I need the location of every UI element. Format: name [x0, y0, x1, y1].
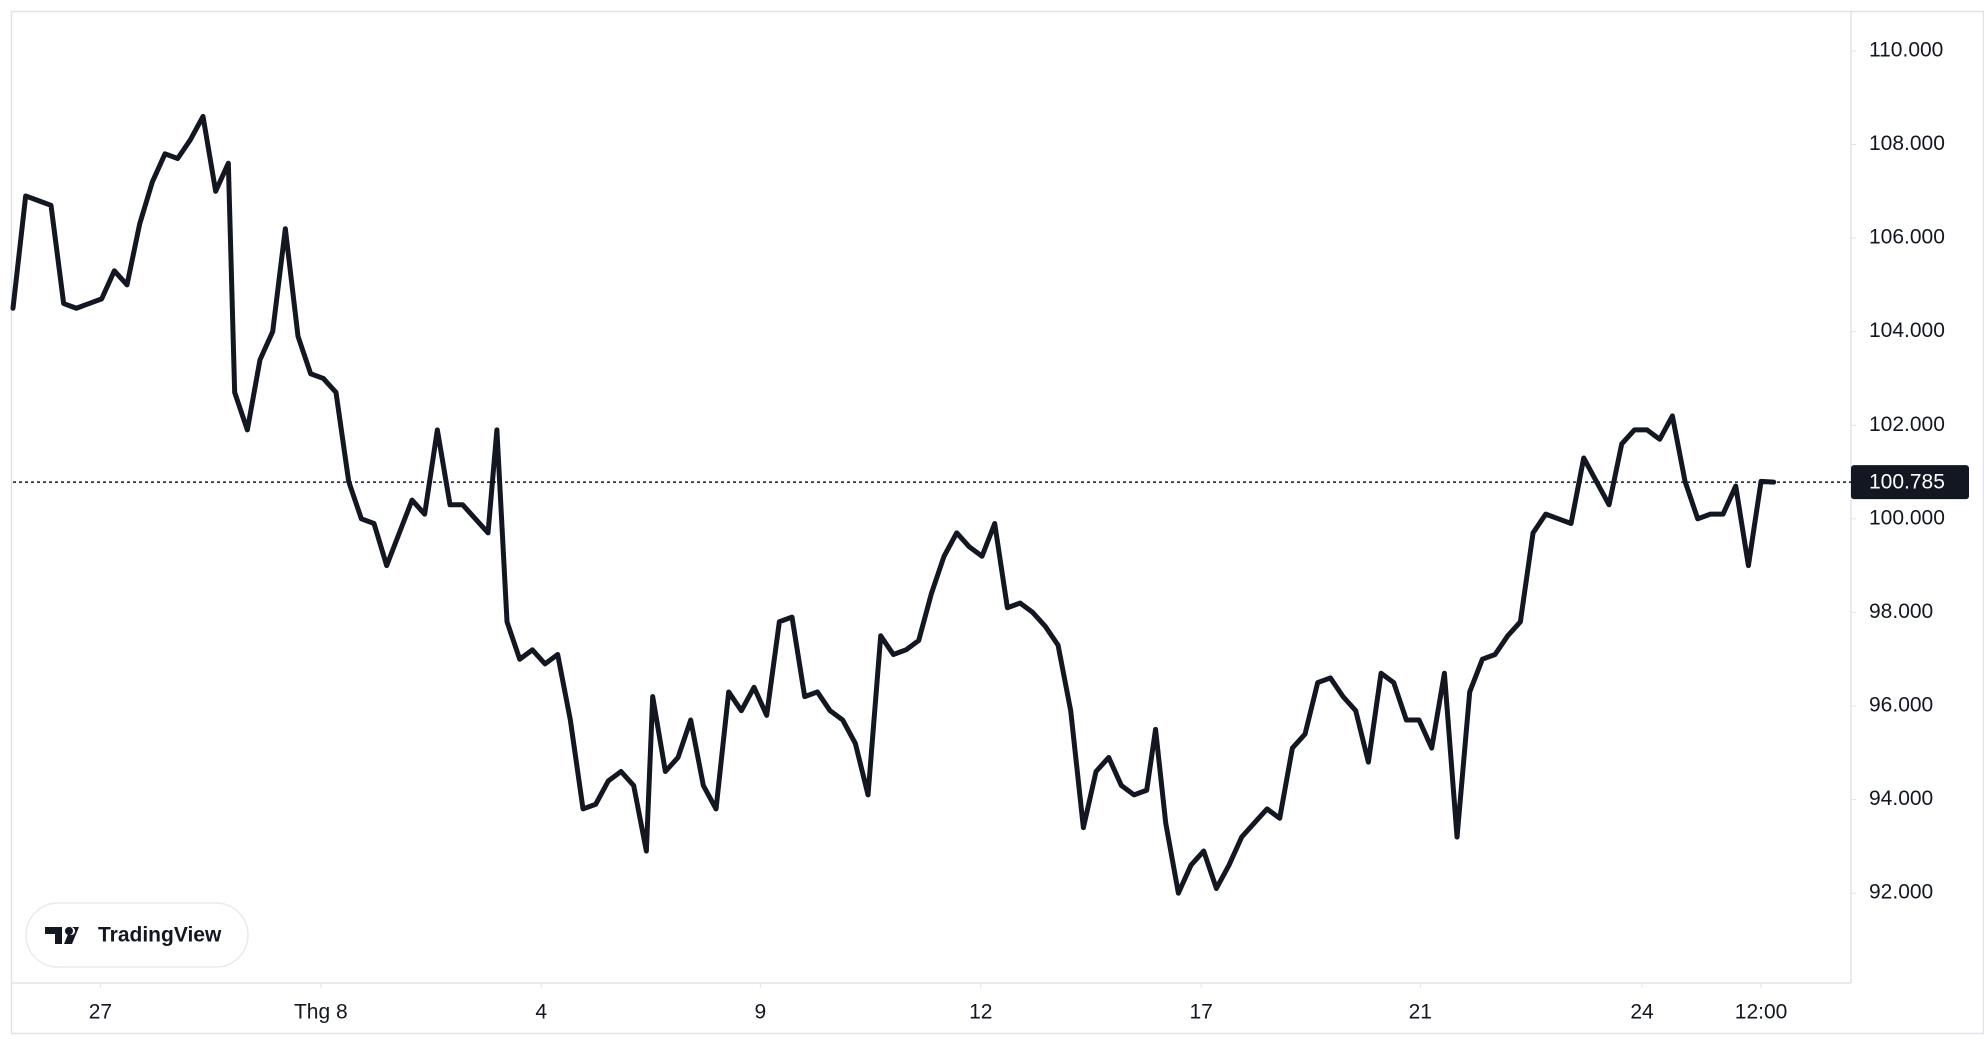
last-price-box — [1851, 465, 1969, 500]
badge-background — [25, 902, 249, 968]
y-tick-label: 94.000 — [1869, 787, 1933, 810]
y-tick-label: 104.000 — [1869, 319, 1945, 342]
x-tick-label: 9 — [755, 1001, 767, 1024]
x-tick-label: 24 — [1630, 1001, 1654, 1024]
y-tick-label: 108.000 — [1869, 132, 1945, 155]
tradingview-logo — [45, 927, 79, 944]
x-tick-label: Thg 8 — [294, 1001, 348, 1024]
y-tick-label: 96.000 — [1869, 694, 1933, 717]
y-tick-label: 92.000 — [1869, 881, 1933, 904]
y-tick-label: 106.000 — [1869, 226, 1945, 249]
y-tick-label: 102.000 — [1869, 413, 1945, 436]
last-price-label: 100.785 — [1869, 471, 1945, 494]
logo-dot — [65, 927, 73, 935]
x-tick-label: 17 — [1189, 1001, 1212, 1024]
x-tick-label: 12:00 — [1735, 1001, 1788, 1024]
watermark-text: TradingView — [98, 924, 222, 947]
y-tick-label: 110.000 — [1869, 38, 1943, 61]
x-tick-label: 21 — [1409, 1001, 1432, 1024]
x-tick-label: 27 — [89, 1001, 112, 1024]
x-tick-label: 4 — [535, 1001, 547, 1024]
x-tick-label: 12 — [969, 1001, 992, 1024]
tradingview-badge[interactable]: TradingView — [25, 902, 249, 968]
price-line — [10, 113, 1777, 896]
y-tick-label: 98.000 — [1869, 600, 1933, 623]
y-tick-label: 100.000 — [1869, 506, 1945, 529]
